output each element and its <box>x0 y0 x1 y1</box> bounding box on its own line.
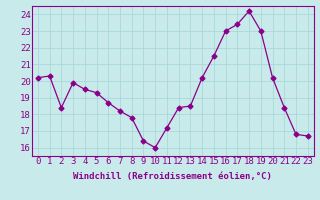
X-axis label: Windchill (Refroidissement éolien,°C): Windchill (Refroidissement éolien,°C) <box>73 172 272 181</box>
